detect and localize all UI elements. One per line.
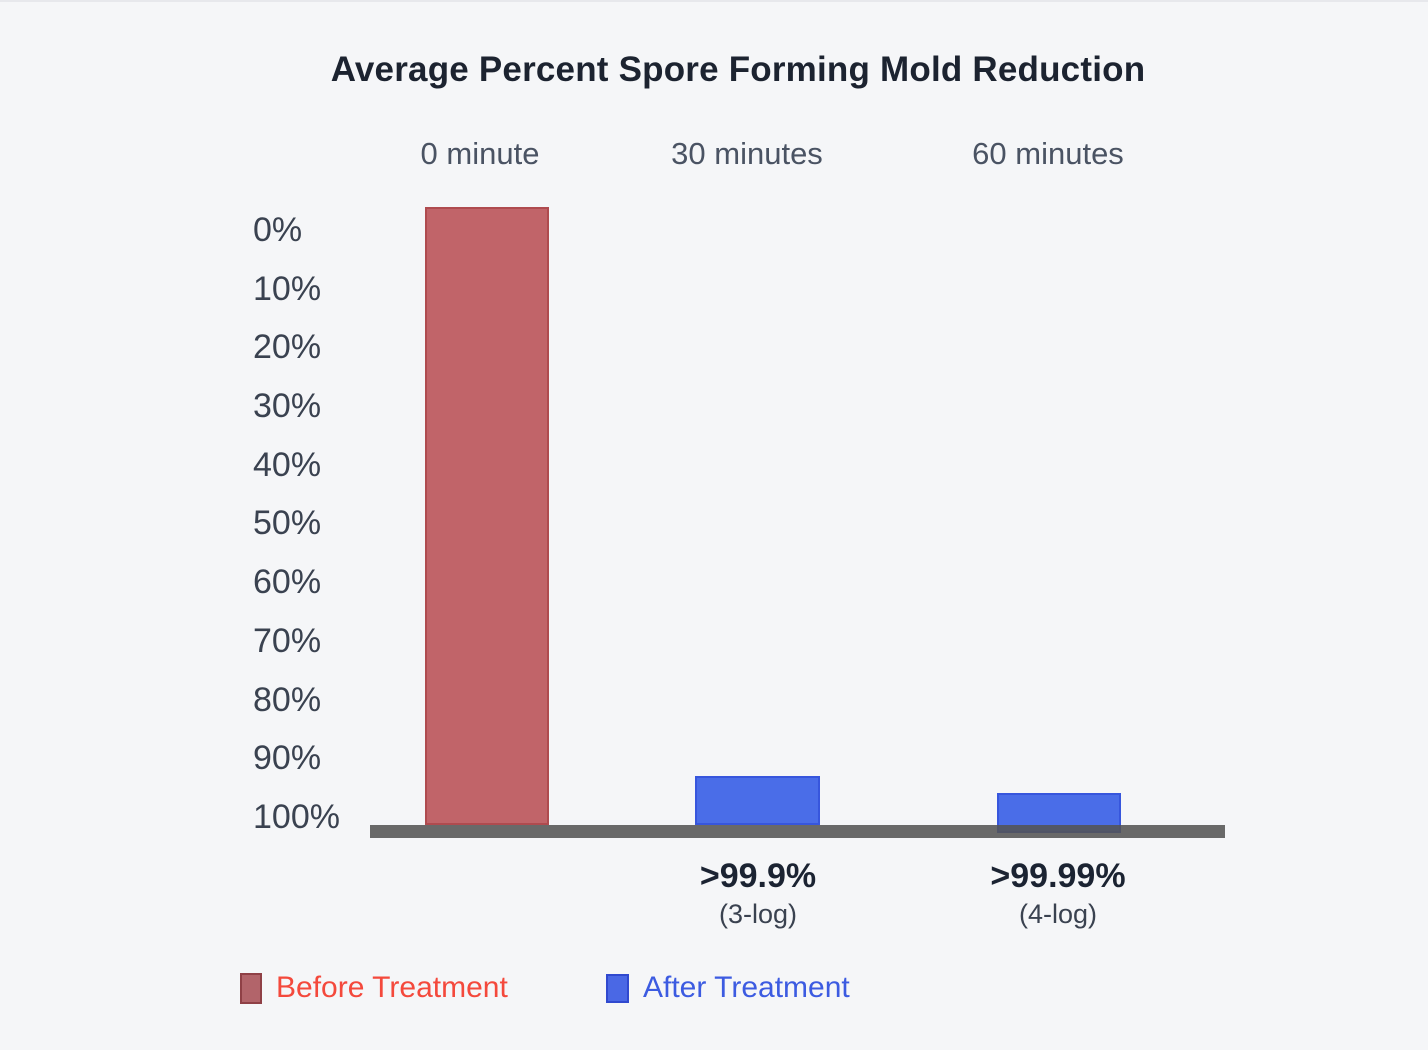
y-tick-20: 20% <box>253 328 322 367</box>
column-header-30-minutes: 30 minutes <box>671 136 823 171</box>
y-tick-80: 80% <box>253 680 322 719</box>
column-header-0-minute: 0 minute <box>420 136 540 171</box>
y-tick-0: 0% <box>253 211 303 249</box>
legend-swatch-before-icon <box>240 972 262 1004</box>
result-log-60min: (4-log) <box>1018 899 1098 929</box>
bar-after-treatment-30min <box>695 776 820 825</box>
legend-item-before-treatment: Before Treatment <box>240 971 508 1005</box>
baseline-axis <box>370 825 1225 838</box>
y-axis-tick-labels: 0% 10% 20% 30% 40% 50% 60% 70% 80% 90% 1… <box>253 210 340 837</box>
y-tick-70: 70% <box>253 621 322 660</box>
y-tick-100: 100% <box>253 797 340 836</box>
result-value-60min: >99.99% <box>990 857 1126 895</box>
chart-title: Average Percent Spore Forming Mold Reduc… <box>330 50 1146 89</box>
legend-label-after: After Treatment <box>643 971 850 1004</box>
legend-item-after-treatment: After Treatment <box>606 971 850 1005</box>
result-log-30min: (3-log) <box>718 899 798 929</box>
column-header-60-minutes: 60 minutes <box>972 136 1124 171</box>
y-tick-60: 60% <box>253 563 322 602</box>
legend-swatch-after-icon <box>606 973 629 1003</box>
result-value-30min: >99.9% <box>699 857 817 895</box>
y-tick-50: 50% <box>253 504 322 543</box>
y-tick-90: 90% <box>253 739 322 778</box>
legend-label-before: Before Treatment <box>276 971 508 1004</box>
result-label-60min: >99.99% (4-log) <box>948 856 1168 932</box>
y-tick-10: 10% <box>253 269 322 308</box>
result-label-30min: >99.9% (3-log) <box>648 856 868 932</box>
y-tick-40: 40% <box>253 445 322 484</box>
y-tick-30: 30% <box>253 387 322 426</box>
bar-before-treatment-0min <box>425 207 549 825</box>
top-edge-line <box>0 0 1428 2</box>
